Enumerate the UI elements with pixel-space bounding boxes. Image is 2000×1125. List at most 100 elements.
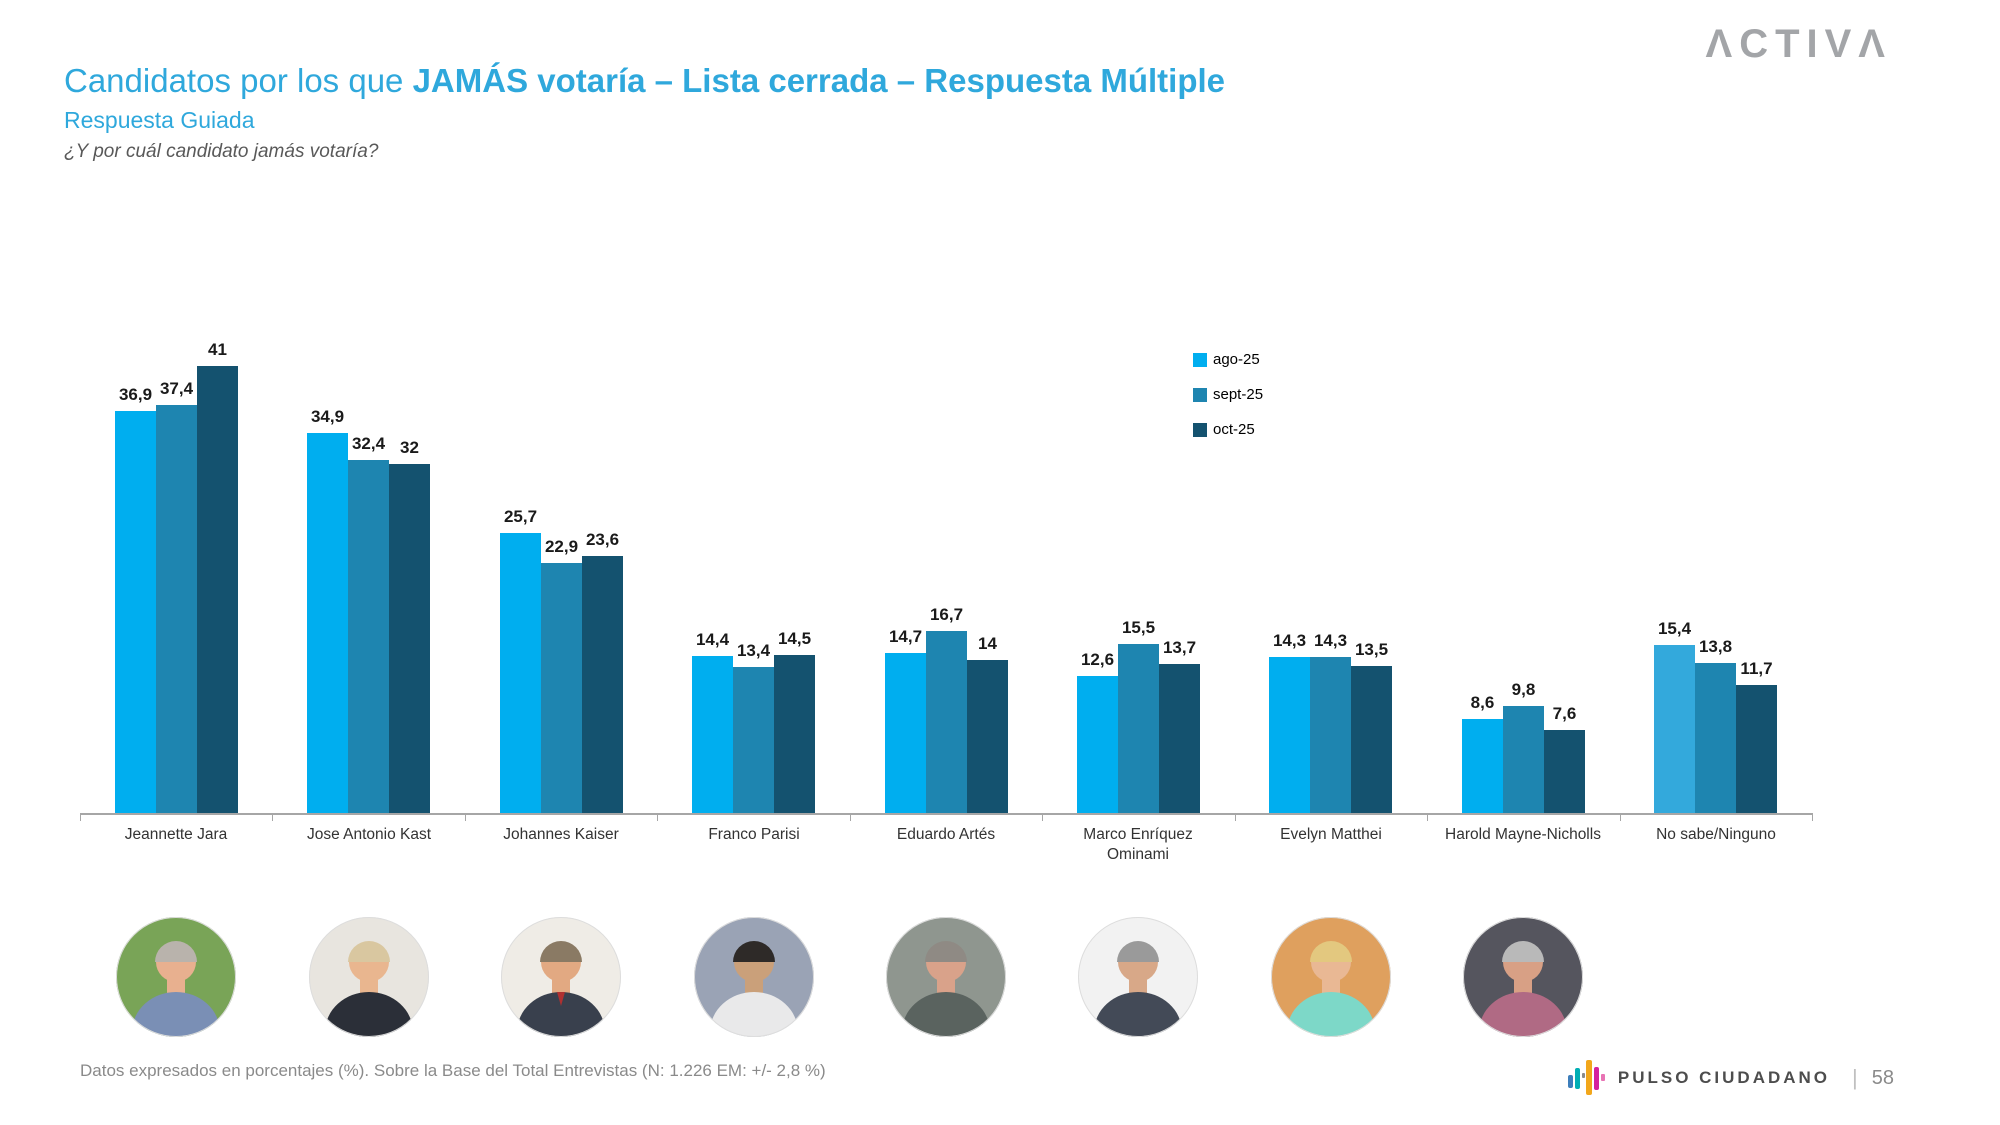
bar-value-label: 22,9 (544, 537, 579, 556)
x-axis-tick (80, 813, 81, 821)
candidate-photo (116, 917, 236, 1037)
survey-question: ¿Y por cuál candidato jamás votaría? (64, 141, 379, 162)
footer-note: Datos expresados en porcentajes (%). Sob… (80, 1061, 826, 1080)
bar-oct-25 (197, 366, 238, 813)
category-label: Jeannette Jara (124, 826, 228, 843)
pulso-ciudadano-wordmark: PULSO CIUDADANO (1617, 1068, 1831, 1087)
bar-sept-25 (1310, 657, 1351, 813)
bar-value-label: 16,7 (929, 605, 964, 624)
bar-value-label: 14,5 (777, 629, 812, 648)
bar-sept-25 (926, 631, 967, 813)
category-label: Evelyn Matthei (1280, 826, 1382, 843)
bar-oct-25 (389, 464, 430, 813)
x-axis-tick (657, 813, 658, 821)
legend-label: oct-25 (1213, 421, 1255, 438)
candidate-photo (1463, 917, 1583, 1037)
legend-item-sept-25: sept-25 (1193, 386, 1264, 403)
legend-item-oct-25: oct-25 (1193, 421, 1263, 438)
bar-value-label: 36,9 (118, 385, 153, 404)
x-axis-tick (850, 813, 851, 821)
page-separator: | (1852, 1065, 1858, 1090)
category-label: Harold Mayne-Nicholls (1445, 826, 1601, 843)
bar-value-label: 13,8 (1698, 637, 1733, 656)
bar-value-label: 13,5 (1354, 640, 1389, 659)
bar-ago-25 (885, 653, 926, 813)
candidate-photo (886, 917, 1006, 1037)
bar-ago-25 (1269, 657, 1310, 813)
bar-sept-25 (1695, 663, 1736, 813)
category-label: Franco Parisi (708, 826, 800, 843)
x-axis-tick (465, 813, 466, 821)
bar-value-label: 14,4 (695, 630, 730, 649)
bar-value-label: 13,4 (736, 641, 771, 660)
bar-value-label: 13,7 (1162, 638, 1197, 657)
bar-value-label: 15,4 (1657, 619, 1692, 638)
x-axis-tick (1812, 813, 1813, 821)
candidate-photo (309, 917, 429, 1037)
bar-value-label: 14,7 (888, 627, 923, 646)
subtitle: Respuesta Guiada (64, 107, 255, 133)
legend-item-ago-25: ago-25 (1193, 351, 1263, 368)
bar-oct-25 (967, 660, 1008, 813)
bar-value-label: 32,4 (351, 434, 386, 453)
candidate-photo (501, 917, 621, 1037)
x-axis-tick (1235, 813, 1236, 821)
legend-swatch (1193, 422, 1207, 437)
title-regular: Candidatos por los que (64, 62, 413, 99)
category-label: Jose Antonio Kast (306, 826, 432, 843)
page-title: Candidatos por los que JAMÁS votaría – L… (64, 62, 1225, 100)
bar-value-label: 25,7 (503, 507, 538, 526)
x-axis-tick (1620, 813, 1621, 821)
bar-value-label: 14,3 (1272, 631, 1307, 650)
bar-value-label: 8,6 (1470, 693, 1495, 712)
pulso-ciudadano-icon (1567, 1060, 1605, 1095)
x-axis-tick (272, 813, 273, 821)
bar-oct-25 (1159, 664, 1200, 813)
bar-oct-25 (1736, 685, 1777, 813)
bar-value-label: 11,7 (1740, 659, 1773, 678)
bar-sept-25 (541, 563, 582, 813)
category-label: No sabe/Ninguno (1656, 826, 1776, 843)
bar-ago-25 (692, 656, 733, 813)
bar-value-label: 15,5 (1121, 618, 1156, 637)
chart-legend: ago-25 sept-25 oct-25 (1193, 351, 1264, 457)
category-label: Marco Enríquez Ominami (1083, 826, 1193, 864)
bar-value-label: 14 (978, 634, 997, 653)
category-label: Johannes Kaiser (503, 826, 619, 843)
bar-oct-25 (1544, 730, 1585, 813)
legend-swatch (1193, 352, 1207, 367)
legend-label: ago-25 (1213, 351, 1260, 368)
bar-ago-25 (1077, 676, 1118, 813)
candidate-photo (1078, 917, 1198, 1037)
bar-oct-25 (1351, 666, 1392, 813)
bar-ago-25 (307, 433, 348, 813)
bar-sept-25 (156, 405, 197, 813)
bar-ago-25 (115, 411, 156, 813)
bar-value-label: 37,4 (159, 379, 194, 398)
bar-value-label: 23,6 (585, 530, 620, 549)
page-number: 58 (1871, 1066, 1894, 1089)
legend-label: sept-25 (1213, 386, 1264, 403)
bar-value-label: 9,8 (1511, 680, 1536, 699)
bar-value-label: 32 (400, 438, 419, 457)
bar-sept-25 (733, 667, 774, 813)
bar-sept-25 (348, 460, 389, 813)
bar-value-label: 41 (208, 340, 227, 359)
bar-value-label: 34,9 (310, 407, 345, 426)
category-label: Eduardo Artés (896, 826, 996, 843)
activa-logo: ΛCTIVΛ (1705, 22, 1892, 66)
x-axis-tick (1042, 813, 1043, 821)
bar-ago-25 (500, 533, 541, 813)
bar-ago-25 (1654, 645, 1695, 813)
legend-swatch (1193, 387, 1207, 402)
x-axis-tick (1427, 813, 1428, 821)
bar-oct-25 (582, 556, 623, 813)
bar-sept-25 (1118, 644, 1159, 813)
bar-value-label: 7,6 (1552, 704, 1577, 723)
bar-value-label: 14,3 (1313, 631, 1348, 650)
bar-oct-25 (774, 655, 815, 813)
candidate-photo (1271, 917, 1391, 1037)
bar-ago-25 (1462, 719, 1503, 813)
bar-sept-25 (1503, 706, 1544, 813)
